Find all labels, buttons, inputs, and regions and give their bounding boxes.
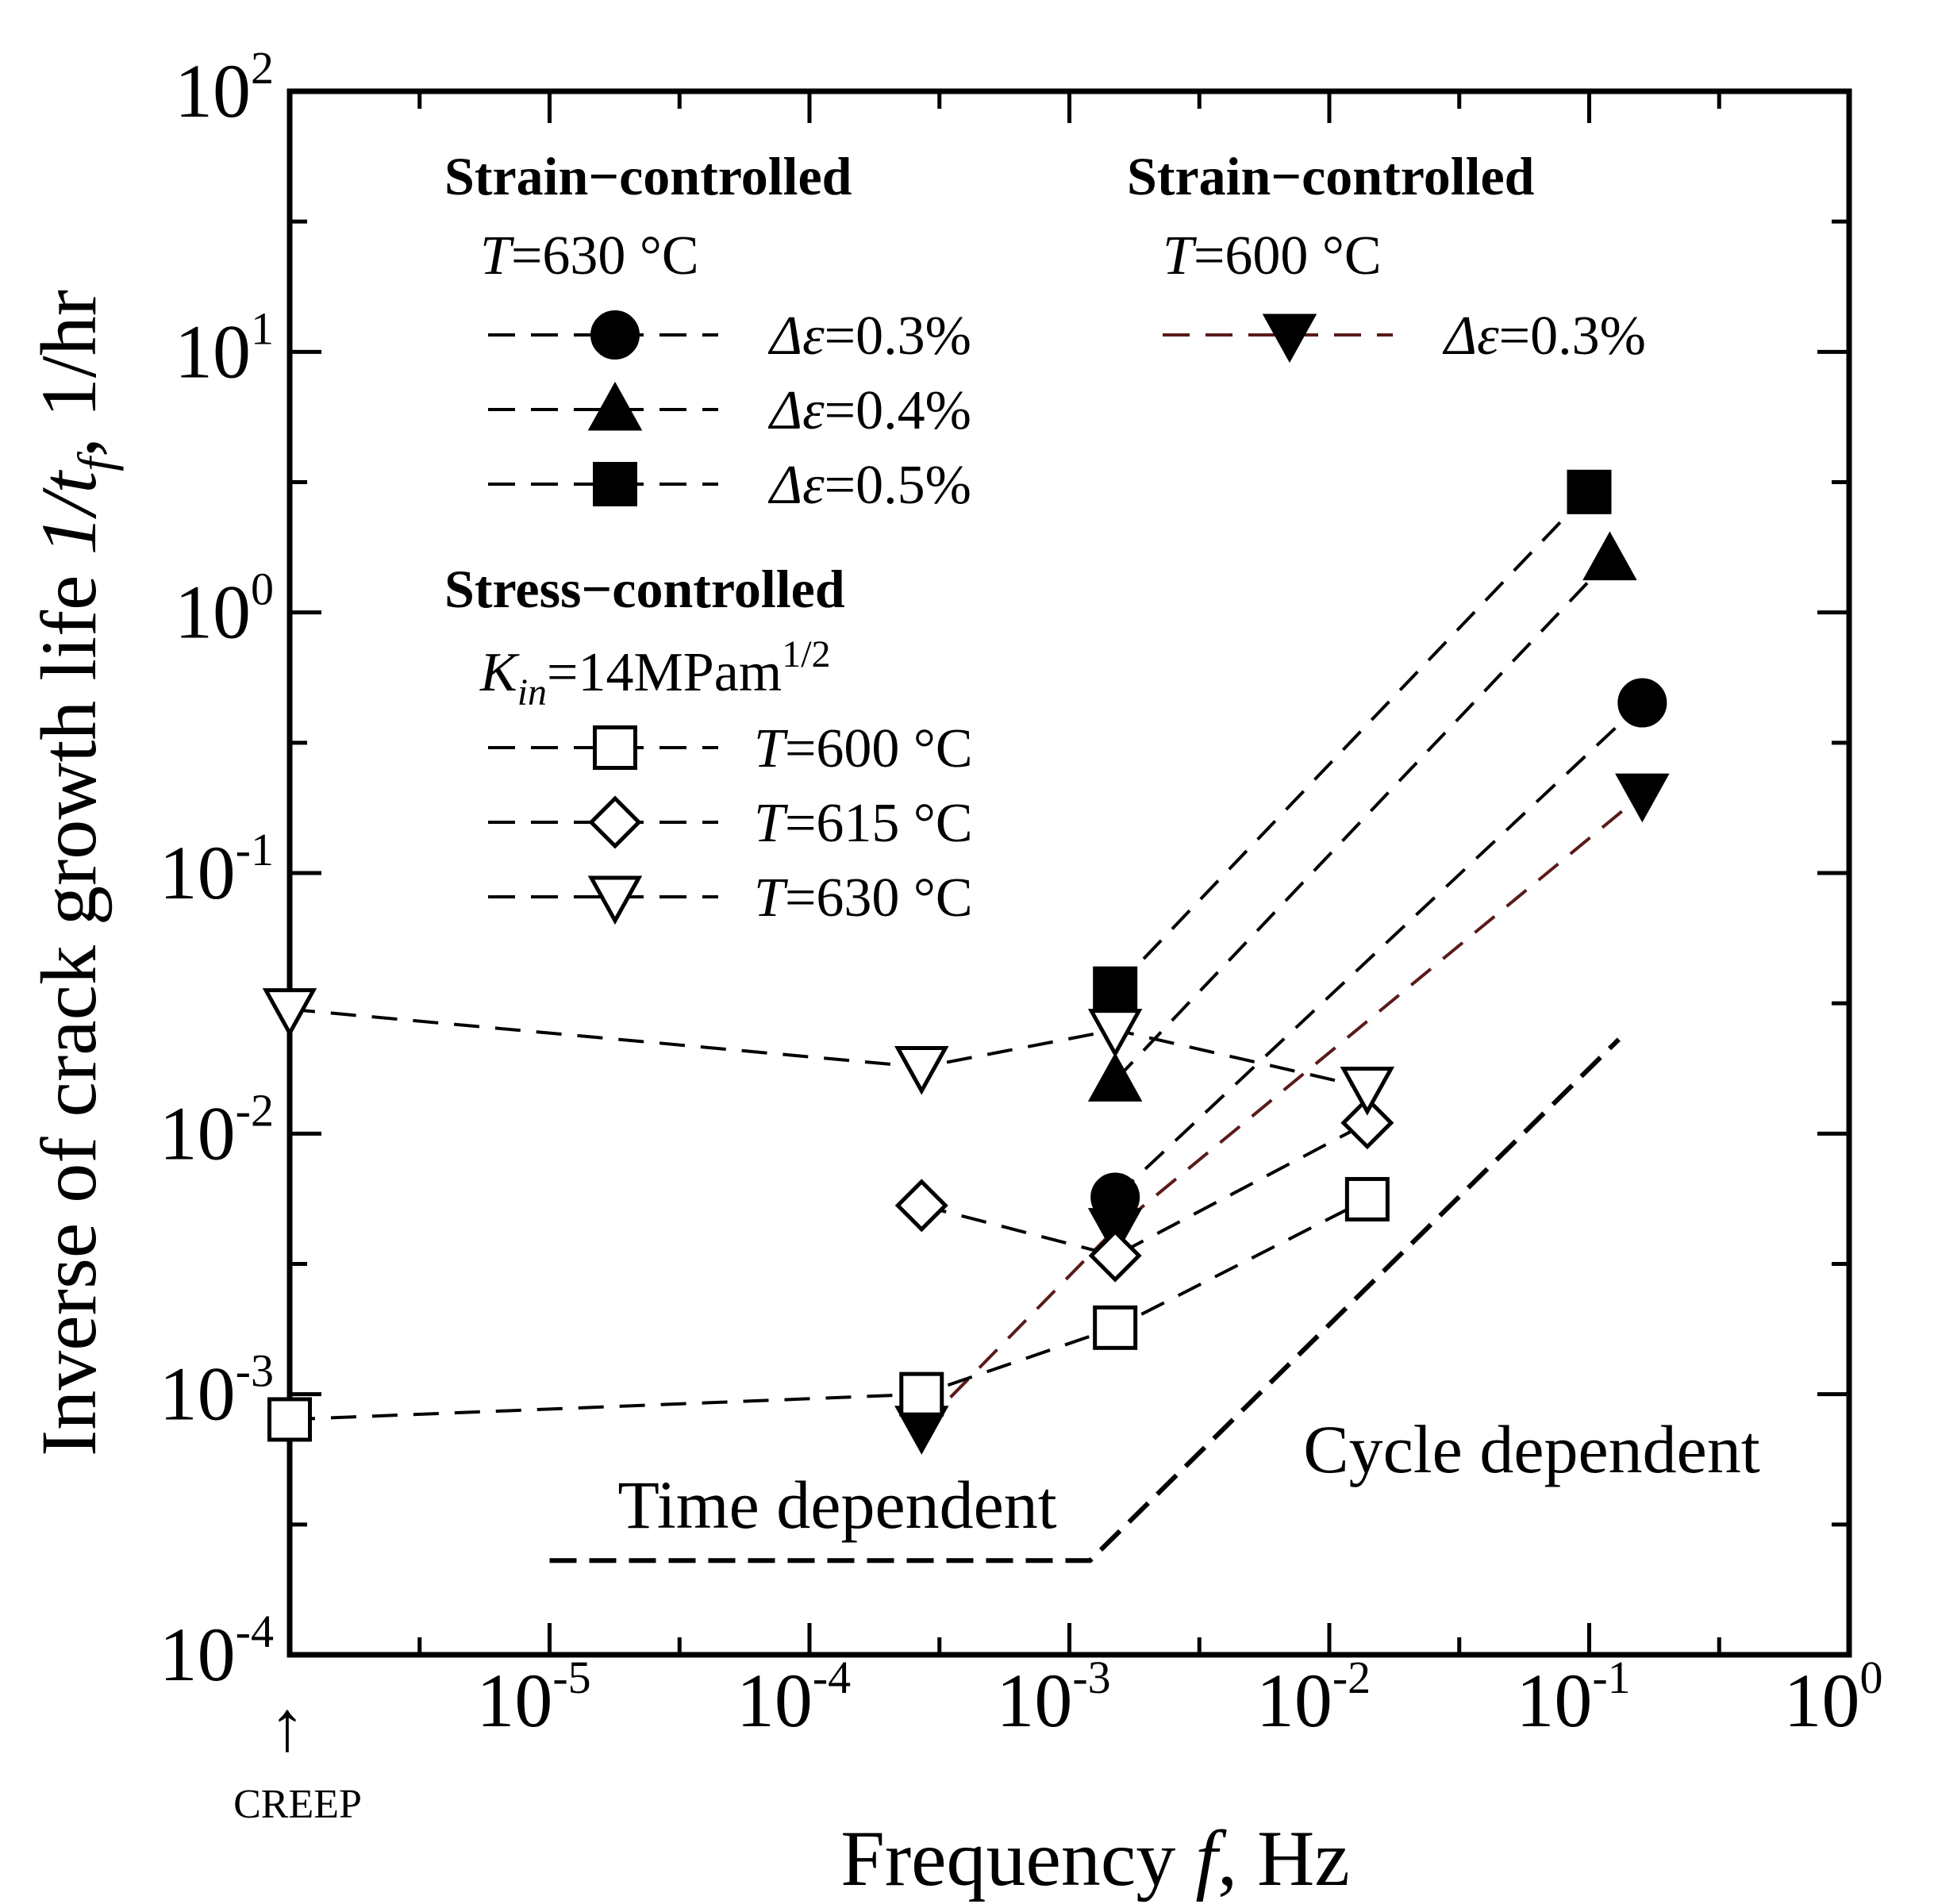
data-point <box>1582 531 1637 581</box>
legend-label: T=630 °C <box>754 867 973 929</box>
series-line <box>1113 490 1590 990</box>
reference-line <box>549 1037 1621 1564</box>
data-point <box>1087 1009 1143 1058</box>
data-point <box>899 1371 944 1417</box>
y-tick-label: 10-2 <box>160 1084 274 1175</box>
x-axis-label: Frequency f, Hz <box>840 1814 1349 1902</box>
legend-marker <box>593 462 637 506</box>
series-line <box>921 1121 1368 1258</box>
y-tick-label: 10-3 <box>160 1345 274 1437</box>
legend-header: Strain−controlled <box>444 146 852 206</box>
data-point <box>262 988 317 1037</box>
annotation-cycle-dependent: Cycle dependent <box>1303 1411 1760 1487</box>
data-point <box>1088 1229 1142 1283</box>
y-tick-label: 102 <box>175 42 274 133</box>
legend-group-strain-600: Strain−controlled T=600 °C Δε=0.3% <box>1127 146 1646 367</box>
x-tick-label: 10-5 <box>476 1652 590 1743</box>
legend-marker <box>593 725 637 770</box>
plot-frame <box>286 88 1852 1658</box>
data-point <box>1567 469 1612 514</box>
x-tick-label: 10-2 <box>1256 1652 1371 1743</box>
data-point <box>1093 1305 1138 1350</box>
data-point <box>1615 773 1670 823</box>
legend-condition: T=600 °C <box>1163 225 1382 287</box>
y-tick-label: 101 <box>175 302 274 394</box>
reference-line-path <box>549 1037 1621 1564</box>
legend-label: Δε=0.3% <box>767 306 971 367</box>
legend-header: Strain−controlled <box>1127 146 1535 206</box>
legend-marker <box>587 381 643 431</box>
legend-label: Δε=0.4% <box>767 380 971 441</box>
y-tick-label: 100 <box>175 564 274 655</box>
x-tick-label: 10-4 <box>736 1652 851 1743</box>
x-tick-labels: 10-5 10-4 10-3 10-2 10-1 100 <box>476 1652 1882 1743</box>
y-tick-label: 10-1 <box>160 824 274 915</box>
data-point <box>1087 1052 1143 1102</box>
legend-condition: T=630 °C <box>480 225 699 287</box>
legend-label: T=615 °C <box>754 793 973 854</box>
series-line <box>289 1007 1368 1090</box>
series-line <box>920 793 1644 1429</box>
legend-header: Stress−controlled <box>444 559 845 619</box>
creep-label: CREEP <box>233 1782 362 1827</box>
annotation-time-dependent: Time dependent <box>617 1467 1056 1543</box>
legend-marker <box>590 310 640 360</box>
y-tick-label: 10-4 <box>160 1606 274 1697</box>
y-axis-label: Inverse of crack growth life 1/tf, 1/hr <box>25 290 124 1456</box>
data-point <box>894 1046 949 1095</box>
data-point <box>1617 678 1667 728</box>
legend-label: Δε=0.3% <box>1442 306 1646 367</box>
data-point <box>1344 1177 1390 1222</box>
series-line <box>1113 558 1611 1082</box>
legend-marker <box>587 875 643 925</box>
y-tick-labels: 10-4 10-3 10-2 10-1 100 101 102 <box>160 42 274 1697</box>
legend-marker <box>1262 313 1317 363</box>
creep-arrow: ↑ <box>270 1687 306 1766</box>
series-line <box>1113 702 1644 1198</box>
legend-group-stress: Stress−controlled Kin=14MPam1/2 T=600 °C… <box>444 559 973 929</box>
x-tick-label: 100 <box>1784 1652 1883 1743</box>
data-point <box>894 1179 948 1233</box>
legend-group-strain-630: Strain−controlled T=630 °C Δε=0.3% Δε=0.4… <box>444 146 971 516</box>
series-line <box>289 1198 1368 1421</box>
x-tick-label: 10-3 <box>996 1652 1110 1743</box>
series-lines <box>289 490 1644 1429</box>
legend-label: T=600 °C <box>754 718 973 779</box>
legend-condition: Kin=14MPam1/2 <box>479 633 831 714</box>
series-markers <box>262 469 1670 1455</box>
data-point <box>1340 1096 1394 1150</box>
x-tick-label: 10-1 <box>1516 1652 1630 1743</box>
data-point <box>267 1397 312 1442</box>
legend-marker <box>588 795 642 849</box>
data-point <box>1340 1067 1395 1116</box>
data-point <box>1093 966 1138 1011</box>
legend-label: Δε=0.5% <box>767 455 971 516</box>
